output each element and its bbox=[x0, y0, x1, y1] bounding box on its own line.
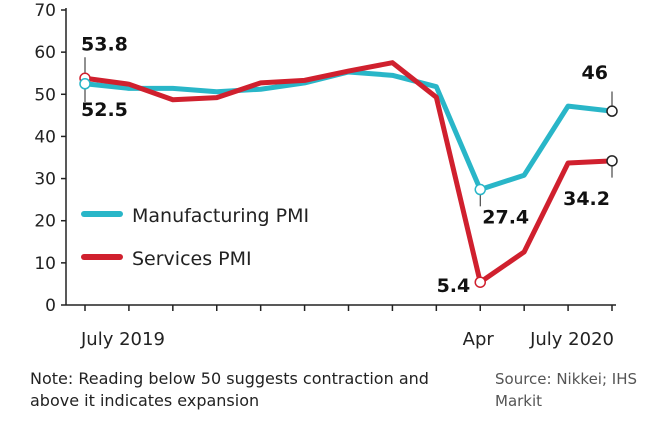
y-tick-label: 70 bbox=[34, 1, 56, 21]
x-tick-label: Apr bbox=[463, 329, 495, 350]
highlight-marker bbox=[606, 155, 618, 167]
series-line-0 bbox=[84, 69, 613, 193]
legend-label: Services PMI bbox=[132, 248, 252, 270]
y-tick-label: 40 bbox=[34, 127, 56, 147]
y-tick-label: 10 bbox=[34, 254, 56, 274]
highlight-marker bbox=[606, 105, 618, 117]
highlight-marker bbox=[79, 78, 91, 90]
data-label: 5.4 bbox=[437, 275, 471, 297]
x-tick-label: July 2019 bbox=[80, 329, 165, 350]
y-tick-label: 30 bbox=[34, 170, 56, 190]
highlight-marker bbox=[474, 276, 486, 288]
chart-source: Source: Nikkei; IHS Markit bbox=[495, 370, 638, 410]
legend-label: Manufacturing PMI bbox=[132, 205, 309, 227]
data-label: 53.8 bbox=[81, 33, 128, 55]
y-tick-label: 50 bbox=[34, 85, 56, 105]
data-label: 34.2 bbox=[563, 188, 610, 210]
data-label: 46 bbox=[582, 62, 608, 84]
data-label: 52.5 bbox=[81, 99, 128, 121]
highlight-marker bbox=[474, 183, 486, 196]
y-tick-label: 0 bbox=[45, 296, 56, 316]
chart-note: Note: Reading below 50 suggests contract… bbox=[30, 369, 429, 410]
y-tick-label: 60 bbox=[34, 43, 56, 63]
data-label: 27.4 bbox=[482, 207, 529, 229]
pmi-line-chart: 0 10 20 30 40 50 60 70 July 2019 Apr July 2020 Manu… bbox=[34, 1, 618, 350]
y-tick-label: 20 bbox=[34, 212, 56, 232]
x-tick-label: July 2020 bbox=[529, 329, 614, 350]
